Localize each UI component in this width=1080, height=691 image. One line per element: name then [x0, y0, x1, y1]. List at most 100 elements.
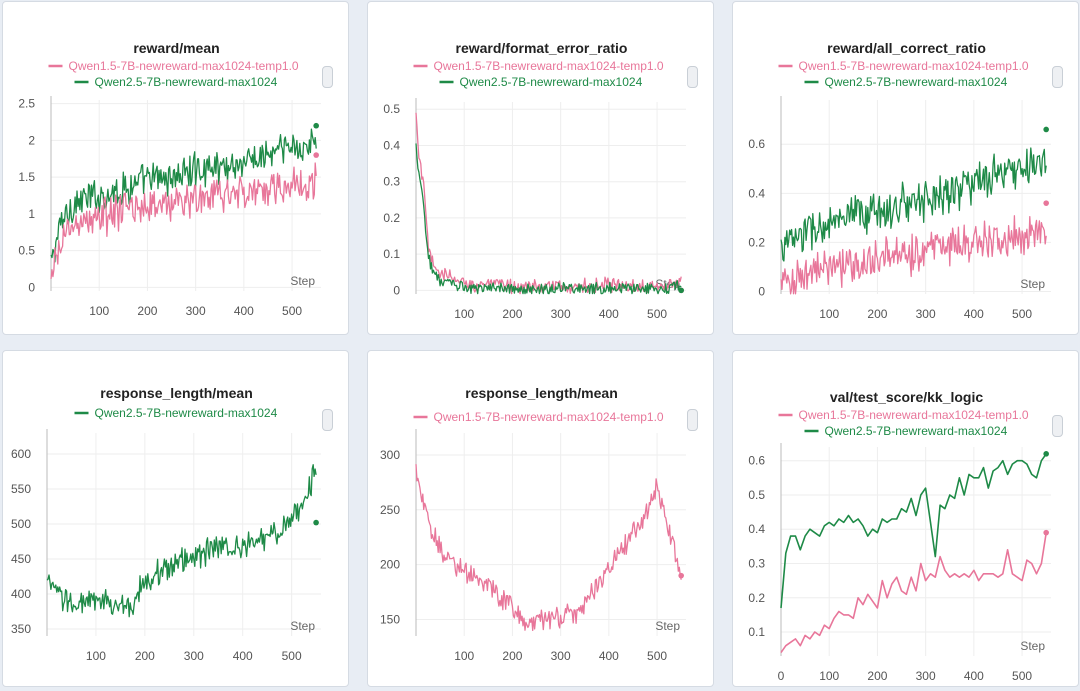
- x-tick-label: 400: [964, 307, 984, 321]
- series-end-marker-qwen25: [313, 519, 319, 526]
- legend-scrollbar[interactable]: [322, 409, 333, 431]
- x-tick-label: 100: [86, 649, 106, 663]
- series-end-marker-qwen25: [678, 287, 684, 294]
- chart-title: reward/format_error_ratio: [456, 40, 628, 56]
- x-tick-label: 100: [819, 307, 839, 321]
- y-tick-label: 450: [11, 552, 31, 566]
- series-line-qwen15: [415, 464, 682, 632]
- x-tick-label: 100: [89, 304, 109, 318]
- chart-title: reward/all_correct_ratio: [827, 40, 986, 56]
- chart-reward-mean: reward/mean Qwen1.5-7B-newreward-max1024-…: [18, 40, 321, 318]
- y-tick-label: 350: [11, 622, 31, 636]
- series-line-qwen15: [780, 532, 1047, 654]
- x-tick-label: 300: [551, 307, 571, 321]
- y-tick-label: 0.4: [748, 522, 765, 536]
- x-axis-label: Step: [1020, 639, 1045, 653]
- y-tick-label: 0.2: [748, 235, 765, 249]
- x-axis-label: Step: [655, 619, 680, 633]
- y-tick-label: 300: [380, 448, 400, 462]
- x-tick-label: 400: [233, 649, 253, 663]
- y-tick-label: 0.2: [748, 591, 765, 605]
- y-tick-label: 0: [758, 285, 765, 299]
- y-tick-label: 0: [28, 280, 35, 294]
- y-tick-label: 150: [380, 613, 400, 627]
- y-tick-label: 0.4: [383, 138, 400, 152]
- legend-scrollbar[interactable]: [687, 66, 698, 88]
- x-tick-label: 500: [1012, 307, 1032, 321]
- series-end-marker-qwen15: [1043, 200, 1049, 206]
- series-end-marker-qwen15: [678, 572, 684, 579]
- legend-scrollbar[interactable]: [687, 409, 698, 431]
- x-tick-label: 200: [137, 304, 157, 318]
- x-tick-label: 400: [964, 669, 984, 683]
- chart-title: response_length/mean: [465, 385, 618, 401]
- chart-title: val/test_score/kk_logic: [830, 389, 984, 405]
- y-tick-label: 500: [11, 517, 31, 531]
- x-tick-label: 200: [135, 649, 155, 663]
- legend-label-qwen25[interactable]: Qwen2.5-7B-newreward-max1024: [460, 75, 643, 89]
- chart-reward-format-error-ratio: reward/format_error_ratio Qwen1.5-7B-newr…: [383, 40, 686, 321]
- y-tick-label: 400: [11, 587, 31, 601]
- series-end-marker-qwen15: [313, 152, 319, 158]
- x-tick-label: 200: [502, 649, 522, 663]
- x-tick-label: 500: [647, 649, 667, 663]
- legend-label-qwen15[interactable]: Qwen1.5-7B-newreward-max1024-temp1.0: [799, 408, 1029, 422]
- legend-label-qwen25[interactable]: Qwen2.5-7B-newreward-max1024: [825, 75, 1008, 89]
- panel-reward-all-correct-ratio: reward/all_correct_ratio Qwen1.5-7B-newre…: [732, 1, 1079, 335]
- x-tick-label: 500: [1012, 669, 1032, 683]
- series-line-qwen25: [46, 464, 317, 618]
- legend-label-qwen25[interactable]: Qwen2.5-7B-newreward-max1024: [95, 406, 278, 420]
- x-tick-label: 100: [454, 649, 474, 663]
- x-tick-label: 200: [502, 307, 522, 321]
- legend-scrollbar[interactable]: [1052, 66, 1063, 88]
- x-tick-label: 0: [778, 669, 785, 683]
- series-end-marker-qwen25: [313, 122, 319, 129]
- legend-label-qwen15[interactable]: Qwen1.5-7B-newreward-max1024-temp1.0: [69, 59, 299, 73]
- legend-scrollbar[interactable]: [1052, 415, 1063, 437]
- x-axis-label: Step: [1020, 277, 1045, 291]
- legend-label-qwen15[interactable]: Qwen1.5-7B-newreward-max1024-temp1.0: [434, 410, 664, 424]
- chart-response-length-mean-qwen25: response_length/mean Qwen2.5-7B-newreward…: [11, 385, 321, 663]
- series-end-marker-qwen25: [1043, 451, 1049, 457]
- series-line-qwen15: [415, 112, 682, 295]
- y-tick-label: 2.5: [18, 97, 35, 111]
- x-tick-label: 300: [184, 649, 204, 663]
- y-tick-label: 1: [28, 207, 35, 221]
- x-tick-label: 300: [186, 304, 206, 318]
- legend-label-qwen25[interactable]: Qwen2.5-7B-newreward-max1024: [825, 424, 1008, 438]
- y-tick-label: 0.5: [18, 244, 35, 258]
- y-tick-label: 550: [11, 482, 31, 496]
- x-tick-label: 100: [819, 669, 839, 683]
- x-tick-label: 300: [916, 307, 936, 321]
- x-tick-label: 400: [234, 304, 254, 318]
- series-line-qwen25: [780, 147, 1047, 262]
- series-line-qwen25: [780, 453, 1047, 609]
- chart-val-test-score-kk-logic: val/test_score/kk_logic Qwen1.5-7B-newrew…: [748, 389, 1051, 683]
- chart-reward-all-correct-ratio: reward/all_correct_ratio Qwen1.5-7B-newre…: [748, 40, 1051, 321]
- legend-label-qwen15[interactable]: Qwen1.5-7B-newreward-max1024-temp1.0: [434, 59, 664, 73]
- panel-response-length-mean-qwen15: response_length/mean Qwen1.5-7B-newreward…: [367, 350, 714, 687]
- x-tick-label: 300: [916, 669, 936, 683]
- legend-label-qwen25[interactable]: Qwen2.5-7B-newreward-max1024: [95, 75, 278, 89]
- series-line-qwen25: [415, 143, 682, 295]
- x-tick-label: 400: [599, 649, 619, 663]
- y-tick-label: 200: [380, 558, 400, 572]
- series-line-qwen15: [50, 162, 317, 279]
- y-tick-label: 0.4: [748, 186, 765, 200]
- legend-scrollbar[interactable]: [322, 66, 333, 88]
- chart-response-length-mean-qwen15: response_length/mean Qwen1.5-7B-newreward…: [380, 385, 686, 663]
- y-tick-label: 0.6: [748, 454, 765, 468]
- legend-label-qwen15[interactable]: Qwen1.5-7B-newreward-max1024-temp1.0: [799, 59, 1029, 73]
- y-tick-label: 600: [11, 447, 31, 461]
- x-tick-label: 200: [867, 307, 887, 321]
- series-end-marker-qwen25: [1043, 126, 1049, 133]
- panel-reward-format-error-ratio: reward/format_error_ratio Qwen1.5-7B-newr…: [367, 1, 714, 335]
- panel-reward-mean: reward/mean Qwen1.5-7B-newreward-max1024-…: [2, 1, 349, 335]
- y-tick-label: 0.6: [748, 137, 765, 151]
- x-tick-label: 200: [867, 669, 887, 683]
- y-tick-label: 1.5: [18, 170, 35, 184]
- chart-title: reward/mean: [133, 40, 219, 56]
- panel-response-length-mean-qwen25: response_length/mean Qwen2.5-7B-newreward…: [2, 350, 349, 687]
- y-tick-label: 0.3: [748, 556, 765, 570]
- y-tick-label: 0.5: [748, 488, 765, 502]
